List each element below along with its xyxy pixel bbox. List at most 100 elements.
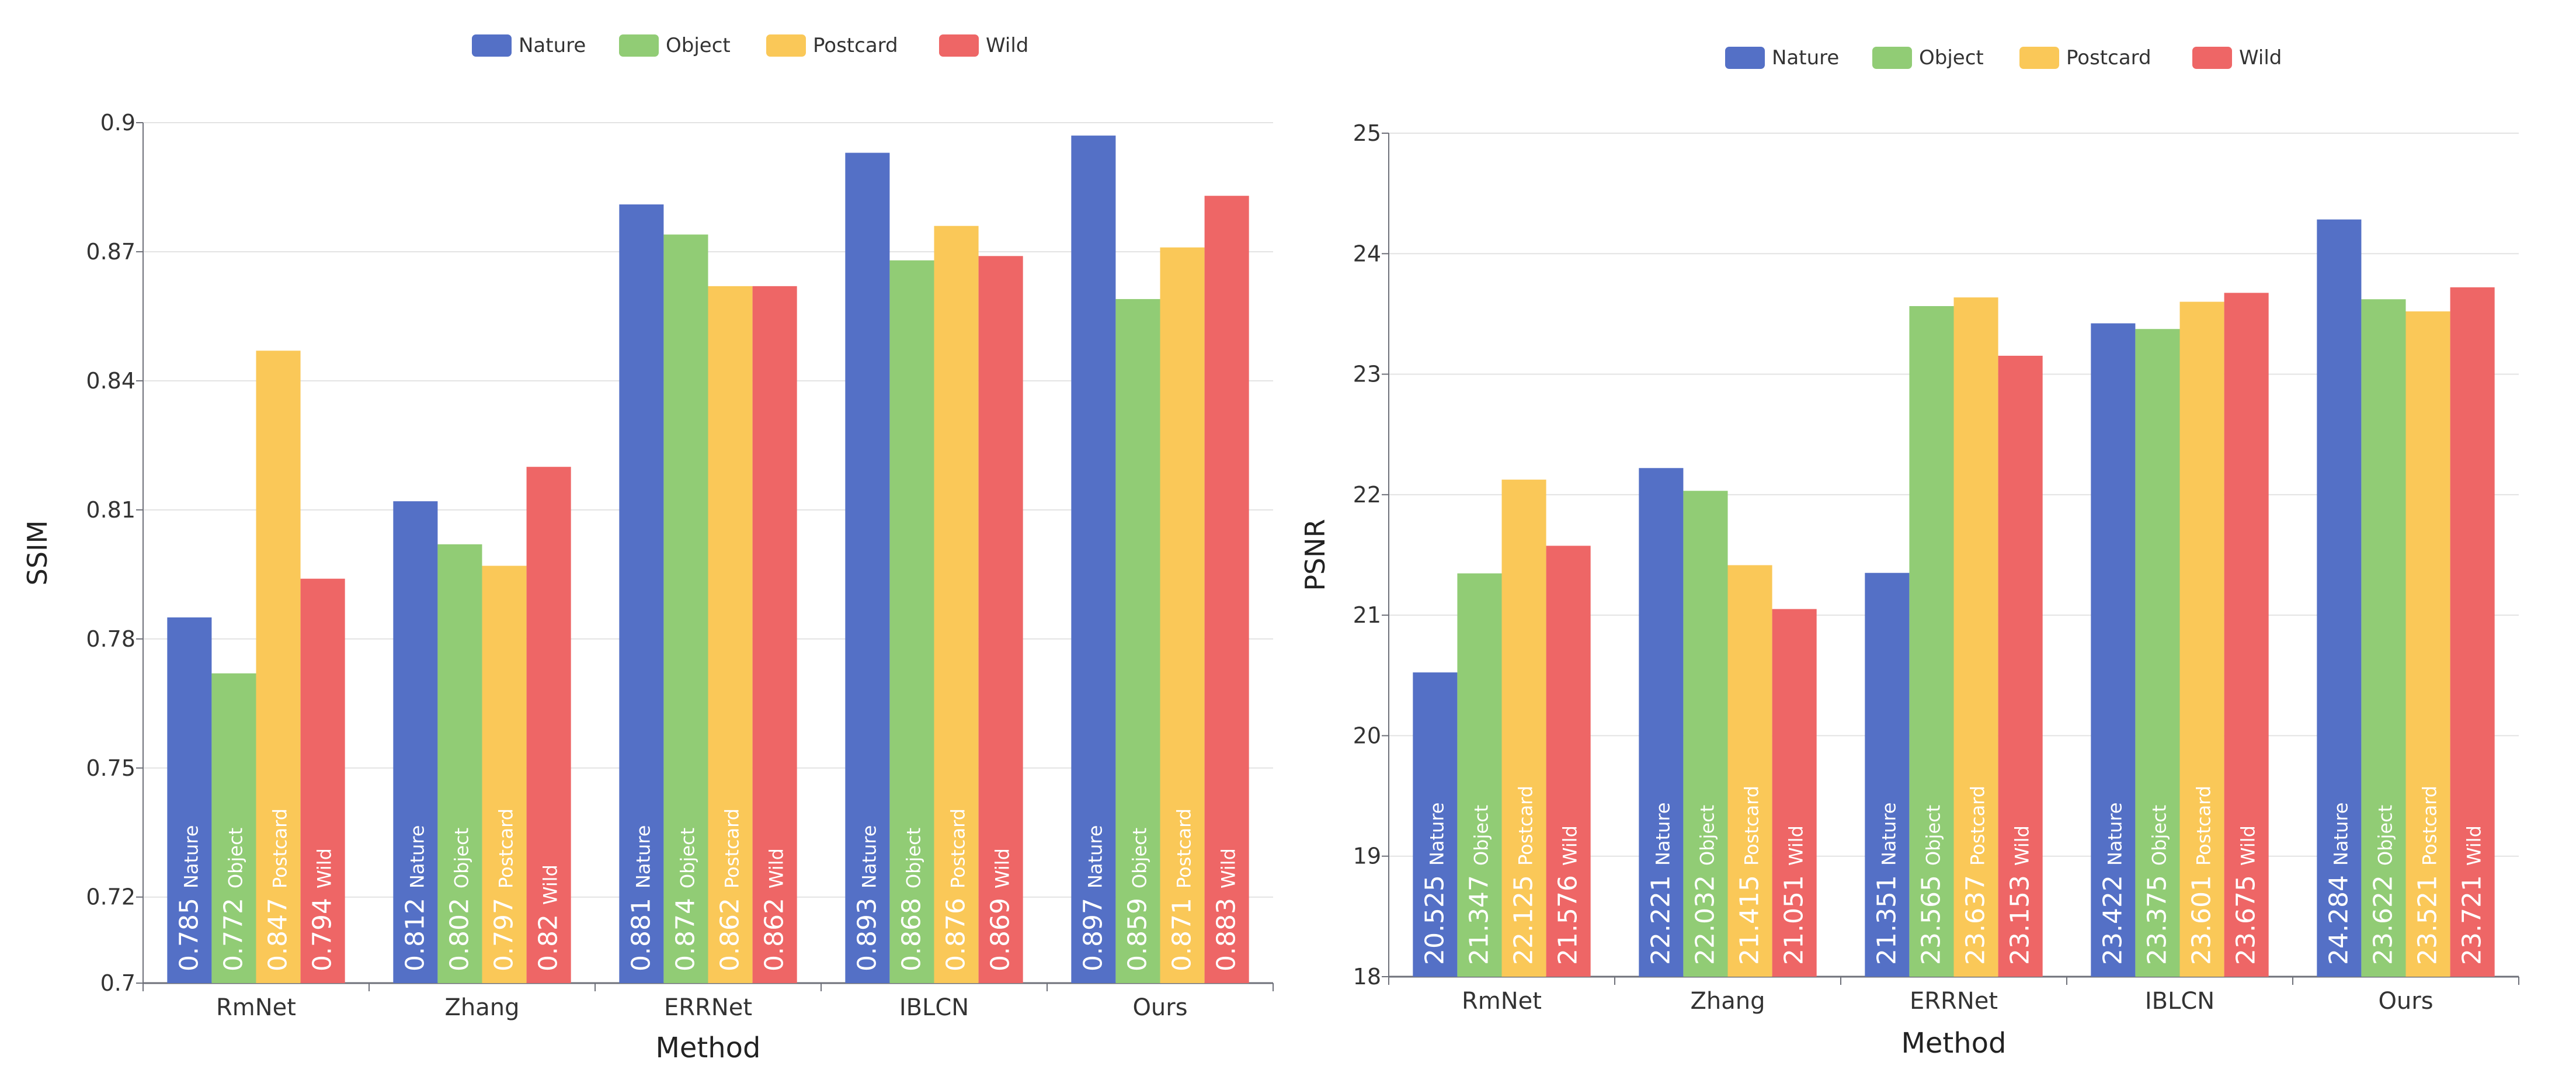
x-tick-label: RmNet — [1462, 988, 1542, 1015]
legend-item-postcard: Postcard — [2019, 46, 2151, 70]
bar-nature — [1865, 572, 1910, 977]
bar-value-label: 0.797 — [489, 898, 519, 971]
bar-wild — [2224, 293, 2269, 977]
legend-item-postcard: Postcard — [766, 34, 898, 57]
bar-series-label: Postcard — [721, 808, 743, 888]
bar-series-label: Nature — [1878, 803, 1900, 866]
bar-value-label: 0.772 — [218, 898, 248, 971]
y-tick-label: 21 — [1353, 602, 1381, 628]
bar-data-label: 23.622 Object — [2368, 805, 2398, 965]
bar-nature — [1639, 468, 1684, 977]
bar-object — [889, 260, 934, 984]
bar-data-label: 0.847 Postcard — [263, 808, 293, 971]
bar-nature — [845, 152, 890, 984]
bar-data-label: 23.721 Wild — [2457, 825, 2487, 965]
bar-nature — [2317, 219, 2362, 977]
y-tick-label: 24 — [1353, 241, 1381, 266]
bar-series-label: Wild — [1218, 848, 1240, 888]
bar-series-label: Object — [1696, 805, 1718, 866]
bar-series-label: Nature — [180, 825, 202, 889]
x-axis-title: Method — [1901, 1027, 2006, 1060]
bar-series-label: Nature — [1426, 803, 1448, 866]
bar-series-label: Wild — [2463, 825, 2485, 866]
bar-value-label: 0.794 — [308, 898, 338, 971]
bar-data-label: 0.772 Object — [218, 828, 248, 971]
bar-data-label: 0.897 Nature — [1078, 825, 1108, 971]
legend-swatch — [2019, 47, 2059, 69]
bar-data-label: 0.812 Nature — [400, 825, 430, 971]
y-tick-label: 25 — [1353, 120, 1381, 146]
bar-nature — [2091, 323, 2136, 977]
legend: Nature Object Postcard Wild — [1725, 46, 2282, 70]
bar-series-label: Nature — [1652, 803, 1674, 866]
bar-data-label: 23.637 Postcard — [1961, 786, 1991, 965]
bar-value-label: 21.351 — [1872, 875, 1901, 965]
bar-series-label: Postcard — [2419, 786, 2441, 866]
bar-object — [437, 544, 482, 983]
bar-value-label: 0.862 — [760, 898, 790, 971]
bar-value-label: 0.859 — [1122, 898, 1152, 971]
legend-label: Nature — [519, 34, 586, 57]
bar-postcard — [482, 565, 527, 983]
bar-wild — [526, 467, 571, 983]
bar-object — [211, 673, 256, 983]
bar-data-label: 21.347 Object — [1464, 805, 1494, 965]
bar-value-label: 23.637 — [1961, 875, 1991, 965]
bar-data-label: 22.221 Nature — [1646, 803, 1675, 965]
y-axis-title: SSIM — [22, 520, 53, 586]
bar-postcard — [934, 225, 979, 983]
bar-series-label: Nature — [1084, 825, 1106, 889]
bar-value-label: 0.869 — [986, 898, 1016, 971]
bar-data-label: 0.797 Postcard — [489, 808, 519, 971]
bar-wild — [978, 256, 1023, 984]
y-tick-label: 0.9 — [100, 110, 135, 136]
bar-value-label: 22.125 — [1509, 875, 1539, 965]
bar-value-label: 23.375 — [2142, 875, 2172, 965]
bar-series-label: Object — [676, 828, 698, 888]
legend-item-nature: Nature — [472, 34, 586, 57]
bar-data-label: 0.881 Nature — [626, 825, 656, 971]
y-tick-label: 0.7 — [100, 970, 135, 996]
bar-nature — [1413, 672, 1458, 977]
x-tick-label: Ours — [2378, 988, 2433, 1015]
bar-data-label: 0.868 Object — [896, 828, 926, 971]
bar-data-label: 23.521 Postcard — [2413, 786, 2443, 965]
bar-data-label: 23.153 Wild — [2005, 825, 2035, 965]
bar-series-label: Object — [1128, 828, 1150, 888]
bar-value-label: 0.785 — [174, 898, 204, 971]
y-tick-label: 0.78 — [86, 626, 135, 652]
legend: Nature Object Postcard Wild — [472, 34, 1028, 57]
bar-object — [2361, 299, 2406, 977]
x-tick-label: RmNet — [216, 994, 296, 1021]
bar-value-label: 0.862 — [715, 898, 745, 971]
y-axis-title: PSNR — [1299, 519, 1331, 591]
bar-postcard — [1727, 565, 1772, 977]
x-tick-label: ERRNet — [1910, 988, 1998, 1015]
x-tick-label: Zhang — [444, 994, 519, 1021]
bar-wild — [300, 578, 345, 983]
bar-series-label: Object — [450, 828, 472, 888]
bar-data-label: 0.869 Wild — [986, 848, 1016, 971]
y-tick-label: 0.75 — [86, 755, 135, 781]
bar-data-label: 0.883 Wild — [1212, 848, 1242, 971]
bar-series-label: Postcard — [2193, 786, 2215, 866]
x-tick-label: Ours — [1132, 994, 1187, 1021]
bar-wild — [2450, 287, 2495, 977]
bar-series-label: Postcard — [1173, 808, 1195, 888]
bar-value-label: 21.415 — [1735, 875, 1765, 965]
bar-series-label: Postcard — [1741, 786, 1763, 866]
bar-series-label: Wild — [1559, 825, 1581, 866]
x-axis-title: Method — [655, 1032, 760, 1064]
legend-label: Wild — [2239, 46, 2282, 70]
legend-swatch — [472, 34, 512, 57]
bar-value-label: 23.622 — [2368, 875, 2398, 965]
bar-value-label: 0.868 — [896, 898, 926, 971]
y-tick-label: 20 — [1353, 723, 1381, 748]
bar-series-label: Nature — [858, 825, 880, 889]
bar-wild — [1204, 196, 1249, 984]
bar-postcard — [708, 286, 753, 983]
bar-value-label: 0.847 — [263, 898, 293, 971]
bar-data-label: 0.862 Wild — [760, 848, 790, 971]
bar-series-label: Object — [1470, 805, 1492, 866]
